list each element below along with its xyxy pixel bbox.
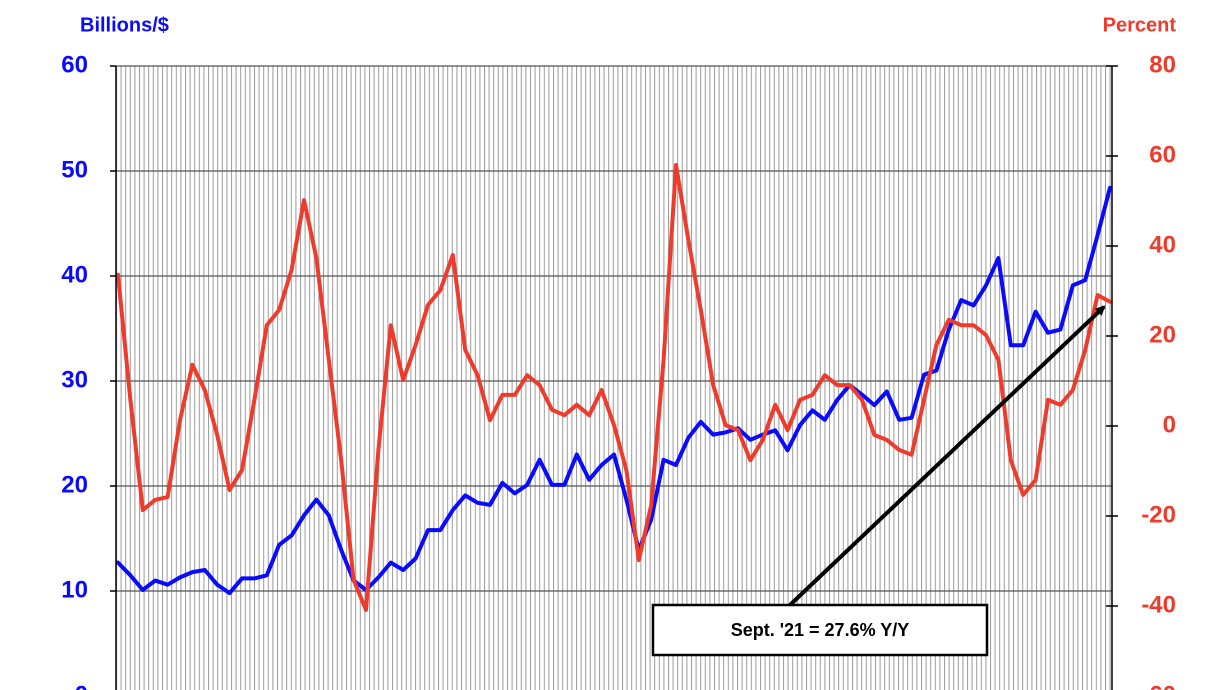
y2-tick-label: 20 — [1149, 321, 1176, 348]
y-tick-label: 30 — [61, 366, 88, 393]
y-axis-label: Billions/$ — [80, 14, 169, 36]
y-tick-label: 10 — [61, 576, 88, 603]
y-tick-label: 20 — [61, 471, 88, 498]
y-tick-label: 50 — [61, 156, 88, 183]
series-line — [116, 185, 1112, 596]
lines — [116, 163, 1112, 612]
y-tick-label: 0 — [75, 681, 88, 690]
series-line — [116, 163, 1112, 612]
y2-tick-label: -20 — [1141, 501, 1176, 528]
y2-tick-label: 80 — [1149, 51, 1176, 78]
vertical-grid — [116, 66, 1112, 690]
y2-axis-label: Percent — [1103, 14, 1177, 36]
y2-tick-label: -60 — [1141, 681, 1176, 690]
y-tick-label: 40 — [61, 261, 88, 288]
grid — [116, 65, 1112, 592]
y2-tick-label: -40 — [1141, 591, 1176, 618]
y2-tick-label: 60 — [1149, 141, 1176, 168]
y-tick-label: 60 — [61, 51, 88, 78]
axes: 0 10 20 30 40 50 60 -60 -40 -20 0 20 40 60 80 — [61, 51, 1176, 690]
y2-tick-label: 40 — [1149, 231, 1176, 258]
annotation-text: Sept. '21 = 27.6% Y/Y — [731, 620, 910, 640]
y2-tick-label: 0 — [1163, 411, 1176, 438]
annotation: Sept. '21 = 27.6% Y/Y — [651, 305, 1106, 657]
annotation-box — [651, 603, 989, 657]
annotation-arrow — [788, 305, 1106, 607]
